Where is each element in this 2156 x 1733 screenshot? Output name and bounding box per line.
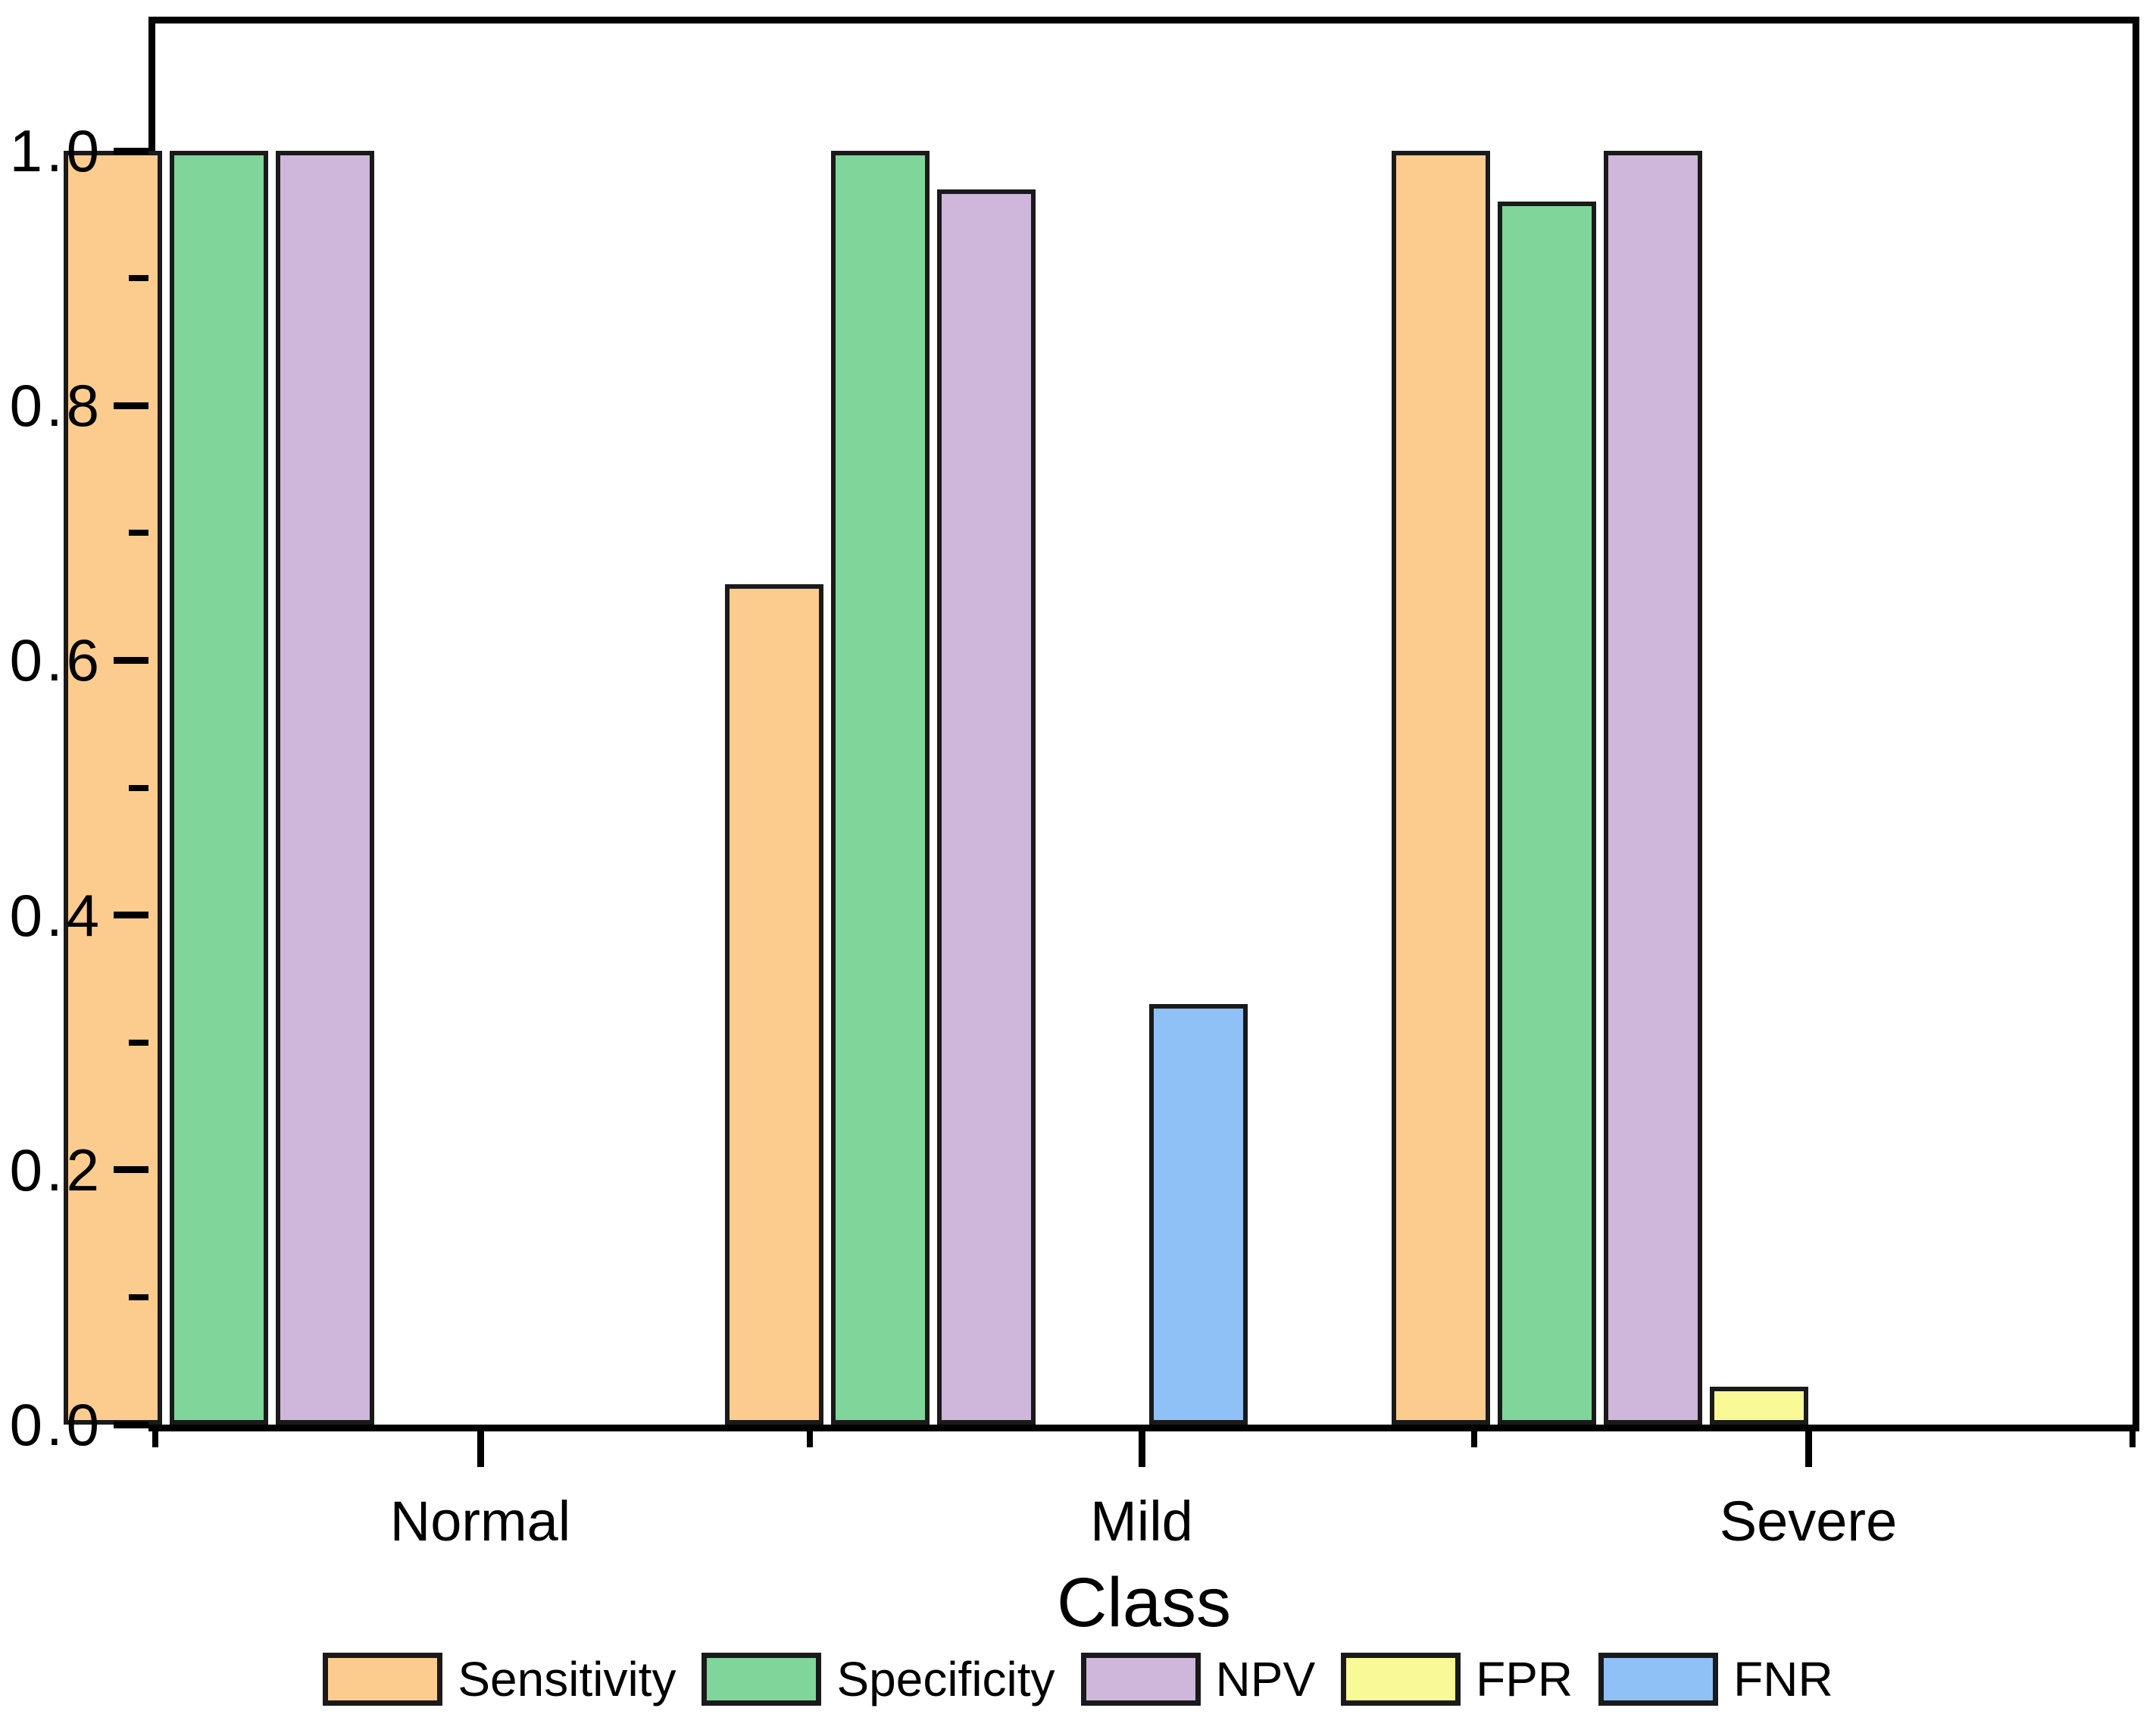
- x-tick-label-mild: Mild: [1090, 1490, 1193, 1553]
- legend: Sensitivity Specificity NPV FPR FNR: [0, 1652, 2156, 1706]
- legend-item-fnr: FNR: [1598, 1652, 1833, 1706]
- bar-specificity-severe: [1498, 202, 1596, 1425]
- y-minor-tick: [129, 530, 148, 536]
- legend-item-fpr: FPR: [1341, 1652, 1573, 1706]
- bar-specificity-mild: [831, 151, 930, 1425]
- bar-sensitivity-mild: [725, 584, 823, 1425]
- y-tick-label: 0.2: [9, 1136, 103, 1203]
- x-axis-title: Class: [1056, 1564, 1232, 1641]
- y-minor-tick: [129, 275, 148, 282]
- y-major-tick: [114, 1166, 148, 1174]
- x-tick-label-severe: Severe: [1719, 1490, 1898, 1553]
- legend-label-fpr: FPR: [1476, 1652, 1573, 1706]
- y-major-tick: [114, 1421, 148, 1428]
- x-tick-label-normal: Normal: [389, 1490, 571, 1553]
- y-major-tick: [114, 402, 148, 409]
- x-minor-tick: [2129, 1425, 2136, 1447]
- legend-swatch-npv: [1080, 1653, 1201, 1706]
- bar-npv-normal: [276, 151, 374, 1425]
- bar-specificity-normal: [170, 151, 268, 1425]
- y-tick-label: 1.0: [9, 117, 103, 185]
- legend-label-specificity: Specificity: [836, 1652, 1055, 1706]
- bar-fnr-mild: [1149, 1004, 1248, 1425]
- bar-npv-severe: [1604, 151, 1702, 1425]
- x-major-tick: [1138, 1425, 1145, 1467]
- x-minor-tick: [807, 1425, 813, 1447]
- x-major-tick: [477, 1425, 484, 1467]
- legend-item-npv: NPV: [1080, 1652, 1316, 1706]
- legend-swatch-sensitivity: [323, 1653, 443, 1706]
- y-tick-label: 0.6: [9, 627, 103, 694]
- y-minor-tick: [129, 1039, 148, 1046]
- bar-sensitivity-severe: [1392, 151, 1490, 1425]
- legend-label-sensitivity: Sensitivity: [458, 1652, 676, 1706]
- legend-item-specificity: Specificity: [701, 1652, 1055, 1706]
- x-major-tick: [1804, 1425, 1812, 1467]
- y-major-tick: [114, 656, 148, 664]
- legend-swatch-fnr: [1598, 1653, 1719, 1706]
- y-tick-label: 0.0: [9, 1391, 103, 1458]
- legend-item-sensitivity: Sensitivity: [323, 1652, 676, 1706]
- y-minor-tick: [129, 1293, 148, 1300]
- bar-npv-mild: [937, 189, 1036, 1425]
- legend-swatch-fpr: [1341, 1653, 1461, 1706]
- y-major-tick: [114, 147, 148, 155]
- legend-label-fnr: FNR: [1733, 1652, 1833, 1706]
- y-minor-tick: [129, 784, 148, 791]
- bar-fpr-severe: [1710, 1387, 1808, 1425]
- y-tick-label: 0.4: [9, 881, 103, 949]
- y-major-tick: [114, 912, 148, 919]
- y-tick-label: 0.8: [9, 372, 103, 440]
- legend-swatch-specificity: [701, 1653, 822, 1706]
- plot-area: [64, 17, 2139, 1431]
- x-minor-tick: [1471, 1425, 1477, 1447]
- legend-label-npv: NPV: [1215, 1652, 1316, 1706]
- x-minor-tick: [152, 1425, 158, 1447]
